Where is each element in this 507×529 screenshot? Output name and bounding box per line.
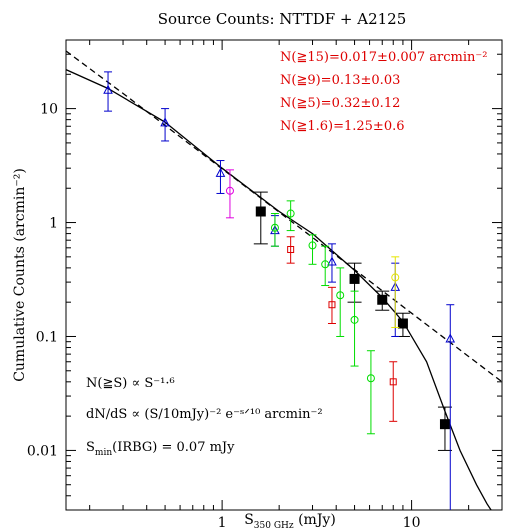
smin-rest: (IRBG) = 0.07 mJy [112, 440, 235, 455]
data-point-black [439, 419, 450, 430]
data-point-black [349, 273, 360, 284]
annotation-n9: N(≧9)=0.13±0.03 [280, 73, 400, 88]
y-axis-label: Cumulative Counts (arcmin⁻²) [12, 168, 28, 382]
data-point-green [366, 374, 375, 383]
x-axis-label: S350 GHz (mJy) [244, 512, 336, 529]
data-point-black [397, 318, 408, 329]
annotation-smin: Smin(IRBG) = 0.07 mJy [86, 440, 235, 458]
annotation-dnds: dN/dS ∝ (S/10mJy)⁻² e⁻ˢᐟ¹⁰ arcmin⁻² [86, 407, 323, 422]
data-point-green [308, 241, 317, 250]
data-point-red [287, 245, 295, 253]
data-point-blue [103, 84, 113, 94]
x-label-sub: 350 GHz [254, 521, 294, 529]
data-point-green [336, 291, 345, 300]
x-tick-label: 1 [218, 515, 227, 529]
data-point-blue [215, 167, 226, 177]
chart-title: Source Counts: NTTDF + A2125 [158, 10, 407, 28]
y-tick-label: 10 [40, 102, 58, 118]
data-point-green [321, 260, 330, 269]
y-tick-label: 1 [49, 216, 58, 232]
annotation-n5: N(≧5)=0.32±0.12 [280, 96, 400, 111]
x-tick-label: 10 [403, 515, 421, 529]
smin-main: S [86, 440, 95, 455]
smin-sub: min [95, 448, 112, 458]
data-points [103, 71, 456, 510]
annotation-power-law: N(≧S) ∝ S⁻¹·⁶ [86, 376, 175, 391]
plot-area: 1 10 0.01 0.1 1 10 [27, 39, 503, 529]
data-point-green [286, 209, 295, 218]
annotation-n15: N(≧15)=0.017±0.007 arcmin⁻² [280, 50, 487, 65]
red-annotations: N(≧15)=0.017±0.007 arcmin⁻² N(≧9)=0.13±0… [280, 50, 487, 134]
axis-ticks: 1 10 0.01 0.1 1 10 [27, 39, 503, 529]
black-annotations: N(≧S) ∝ S⁻¹·⁶ dN/dS ∝ (S/10mJy)⁻² e⁻ˢᐟ¹⁰… [86, 376, 323, 458]
data-point-magenta [225, 186, 234, 195]
data-point-black [377, 294, 388, 305]
plot-frame [65, 39, 503, 511]
y-tick-label: 0.1 [36, 329, 58, 345]
x-label-main: S [244, 512, 254, 528]
annotation-n1-6: N(≧1.6)=1.25±0.6 [280, 119, 405, 134]
data-point-blue [160, 117, 170, 127]
x-label-unit: (mJy) [294, 512, 336, 528]
y-tick-label: 0.01 [27, 443, 58, 459]
data-point-blue [445, 333, 456, 343]
data-point-blue [327, 256, 337, 266]
data-point-red [389, 378, 397, 386]
data-point-red [328, 301, 336, 309]
data-point-black [255, 206, 266, 217]
data-point-yellow [391, 273, 400, 282]
data-point-green [270, 223, 279, 232]
data-point-green [350, 315, 359, 324]
